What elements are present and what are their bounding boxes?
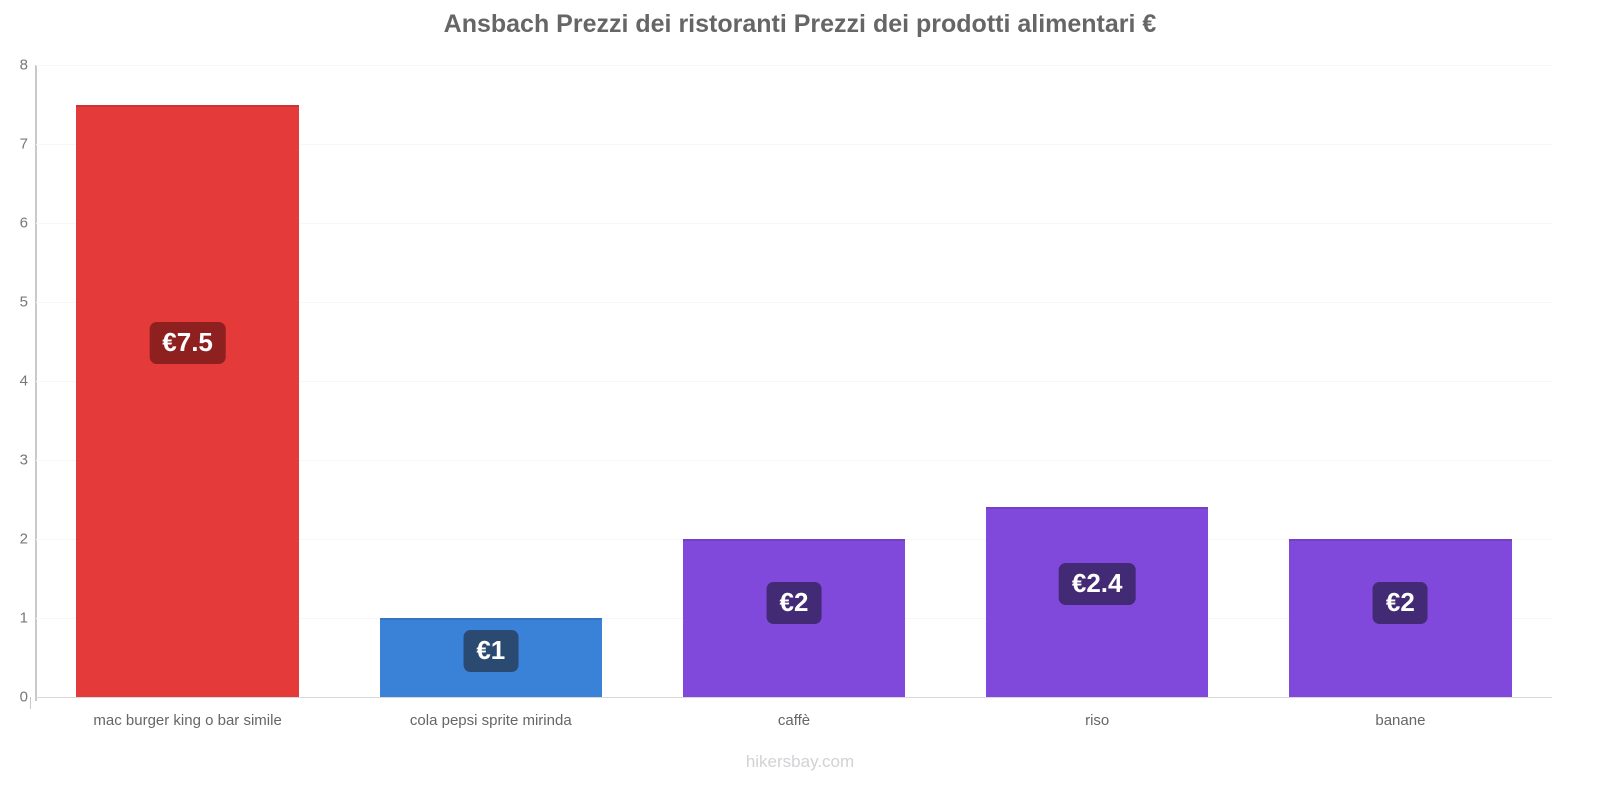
gridline — [36, 381, 1552, 382]
x-axis-tick-labels: mac burger king o bar simile cola pepsi s… — [36, 712, 1552, 742]
bar[interactable]: €2.4 — [986, 507, 1209, 697]
gridline — [36, 65, 1552, 66]
bar[interactable]: €7.5 — [76, 104, 299, 697]
x-axis-tick-label: banane — [1375, 712, 1426, 729]
gridline — [36, 223, 1552, 224]
chart-title: Ansbach Prezzi dei ristoranti Prezzi dei… — [443, 10, 1157, 38]
x-axis-tick-label: caffè — [777, 712, 811, 729]
y-axis-tick-label: 2 — [19, 530, 28, 548]
bar-value-label: €2 — [1372, 582, 1428, 625]
y-axis-tick-label: 1 — [19, 609, 28, 627]
y-axis-tick-labels: 0 1 2 3 4 5 6 7 8 — [0, 57, 28, 706]
y-axis-tick-label: 0 — [19, 688, 28, 706]
y-axis-tick-label: 5 — [19, 293, 28, 311]
y-axis-tick-label: 6 — [19, 214, 28, 232]
gridline — [36, 302, 1552, 303]
y-axis-tick-label: 3 — [19, 451, 28, 469]
bar[interactable]: €2 — [1289, 539, 1512, 697]
y-axis-tick-label: 8 — [19, 56, 28, 74]
bar-value-label: €7.5 — [149, 321, 226, 364]
footer-credit: hikersbay.com — [745, 752, 855, 771]
gridline — [36, 144, 1552, 145]
bar[interactable]: €2 — [682, 539, 906, 697]
bar-value-label: €2 — [766, 582, 822, 625]
x-axis-tick-label: riso — [1085, 712, 1110, 729]
gridline — [36, 697, 1552, 698]
bar[interactable]: €1 — [379, 618, 602, 697]
gridline — [36, 460, 1552, 461]
x-axis-tick-label: mac burger king o bar simile — [93, 712, 282, 729]
bar-value-label: €1 — [463, 629, 519, 672]
y-axis-tick-label: 4 — [19, 372, 28, 390]
y-axis-tick-label: 7 — [19, 135, 28, 153]
y-axis-line — [35, 65, 37, 701]
y-axis-origin-tick — [30, 697, 37, 709]
plot-area: €7.5 €1 €2 €2.4 €2 — [36, 65, 1552, 698]
x-axis-tick-label: cola pepsi sprite mirinda — [409, 712, 572, 729]
bar-value-label: €2.4 — [1058, 563, 1136, 606]
